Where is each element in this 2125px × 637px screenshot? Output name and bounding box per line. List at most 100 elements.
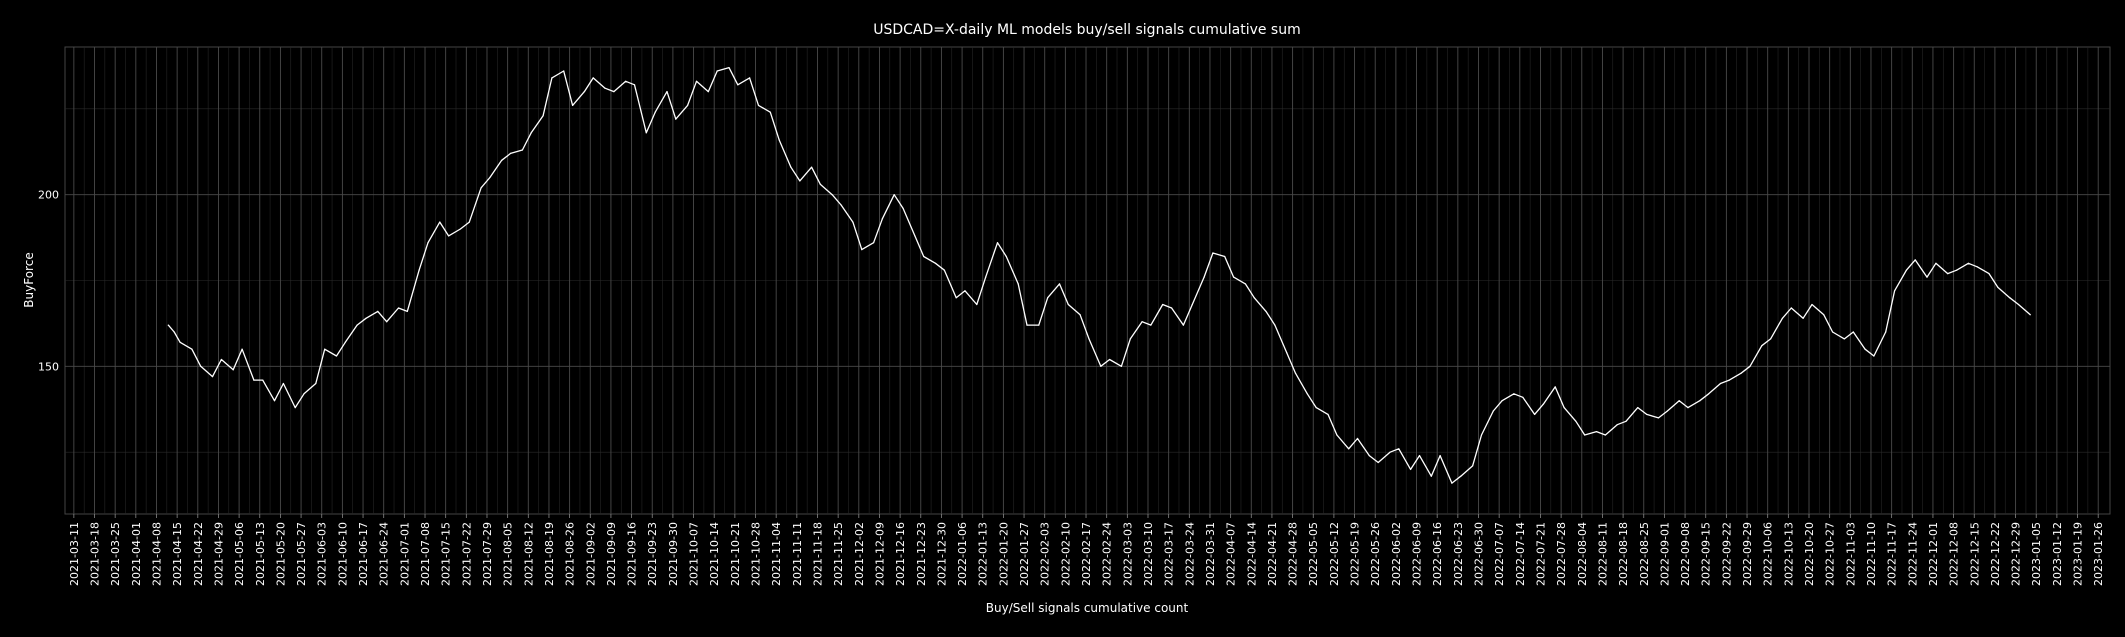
x-tick-label: 2022-01-13 xyxy=(977,522,990,586)
x-tick-label: 2021-11-11 xyxy=(791,522,804,586)
data-point xyxy=(501,159,503,161)
data-point xyxy=(220,358,222,361)
x-tick-label: 2022-01-06 xyxy=(956,522,969,586)
x-tick-label: 2022-06-23 xyxy=(1452,522,1465,586)
data-point xyxy=(1761,345,1763,347)
data-point xyxy=(1914,259,1916,261)
x-tick-label: 2022-12-01 xyxy=(1927,522,1940,586)
x-tick-label: 2021-07-29 xyxy=(481,522,494,586)
x-tick-label: 2021-07-01 xyxy=(398,522,411,586)
data-point xyxy=(1377,461,1379,464)
x-tick-label: 2021-12-16 xyxy=(894,522,907,586)
data-point xyxy=(1852,331,1854,333)
data-point xyxy=(893,194,895,196)
x-tick-label: 2021-09-16 xyxy=(626,522,639,586)
data-point xyxy=(1286,352,1288,354)
data-point xyxy=(365,317,367,319)
data-point xyxy=(749,77,751,79)
data-point xyxy=(1575,420,1577,422)
data-point xyxy=(1657,417,1660,419)
data-point xyxy=(510,152,512,154)
x-tick-label: 2022-06-09 xyxy=(1411,522,1424,586)
x-tick-label: 2022-12-08 xyxy=(1948,522,1961,586)
y-tick-label: 150 xyxy=(38,360,59,373)
x-tick-label: 2022-05-26 xyxy=(1369,522,1382,586)
data-point xyxy=(819,183,822,185)
data-point xyxy=(1150,324,1152,326)
data-point xyxy=(1563,407,1565,409)
x-tick-label: 2022-05-19 xyxy=(1349,522,1362,586)
x-tick-label: 2022-06-16 xyxy=(1431,522,1444,586)
x-tick-label: 2021-09-09 xyxy=(605,522,618,586)
x-tick-label: 2023-01-05 xyxy=(2030,522,2043,586)
data-point xyxy=(1976,266,1978,268)
data-point xyxy=(675,118,677,120)
data-point xyxy=(1492,410,1494,412)
x-tick-label: 2022-10-06 xyxy=(1762,522,1775,586)
data-point xyxy=(1212,252,1214,254)
data-point xyxy=(1224,255,1226,258)
x-tick-label: 2022-08-04 xyxy=(1576,522,1589,586)
y-axis-label: BuyForce xyxy=(22,252,36,307)
x-tick-label: 2022-08-18 xyxy=(1617,522,1630,586)
data-point xyxy=(1005,255,1007,258)
data-point xyxy=(1398,448,1400,450)
data-point xyxy=(273,400,276,402)
data-point xyxy=(1781,317,1783,319)
data-point xyxy=(985,276,987,278)
x-tick-label: 2022-05-12 xyxy=(1328,522,1341,586)
data-point xyxy=(1790,307,1792,309)
data-point xyxy=(1088,338,1090,340)
x-tick-label: 2022-03-24 xyxy=(1183,522,1196,586)
data-point xyxy=(468,221,470,223)
x-tick-label: 2022-02-17 xyxy=(1080,522,1093,586)
data-point xyxy=(695,80,698,82)
x-tick-label: 2021-09-02 xyxy=(584,522,597,586)
chart-title: USDCAD=X-daily ML models buy/sell signal… xyxy=(873,22,1301,38)
data-point xyxy=(1058,283,1061,285)
data-point xyxy=(1368,455,1370,457)
data-point xyxy=(1356,437,1359,440)
data-point xyxy=(2017,303,2020,306)
x-tick-label: 2021-05-27 xyxy=(295,522,308,586)
data-point xyxy=(167,324,169,326)
x-tick-label: 2022-11-24 xyxy=(1906,522,1919,586)
data-point xyxy=(1666,410,1668,412)
data-point xyxy=(1894,290,1896,292)
x-tick-label: 2021-11-25 xyxy=(832,522,845,586)
y-tick-label: 200 xyxy=(38,189,59,202)
data-point xyxy=(1823,314,1825,316)
data-point xyxy=(386,321,388,323)
data-point xyxy=(996,242,999,244)
x-tick-label: 2021-04-01 xyxy=(130,522,143,586)
data-point xyxy=(666,91,668,93)
data-point xyxy=(2009,297,2011,299)
data-point xyxy=(1728,379,1730,381)
data-point xyxy=(1162,303,1164,306)
x-tick-label: 2021-12-23 xyxy=(915,522,928,586)
data-point xyxy=(173,331,175,333)
data-point xyxy=(1306,393,1308,395)
data-point xyxy=(418,269,420,271)
data-point xyxy=(852,221,854,223)
x-tick-label: 2022-12-15 xyxy=(1968,522,1981,586)
data-point xyxy=(583,91,586,93)
data-point xyxy=(1811,303,1813,306)
x-tick-label: 2021-12-30 xyxy=(935,522,948,586)
grid-major xyxy=(65,47,2110,518)
x-tick-label: 2022-06-30 xyxy=(1472,522,1485,586)
x-tick-labels: 2021-03-11 2021-03-18 2021-03-25 2021-04-01… xyxy=(68,522,2105,586)
x-tick-label: 2022-09-01 xyxy=(1658,522,1671,586)
data-point xyxy=(654,111,656,113)
data-point xyxy=(1389,451,1391,453)
data-point xyxy=(1873,355,1875,357)
data-point xyxy=(1595,431,1598,433)
x-tick-label: 2023-01-12 xyxy=(2051,522,2064,586)
data-point xyxy=(1699,400,1701,402)
data-point xyxy=(1637,407,1639,409)
data-point xyxy=(406,310,408,312)
data-point xyxy=(964,290,966,292)
data-point xyxy=(1522,396,1524,398)
x-tick-label: 2022-08-11 xyxy=(1596,522,1609,586)
x-tick-label: 2021-04-29 xyxy=(212,522,225,586)
